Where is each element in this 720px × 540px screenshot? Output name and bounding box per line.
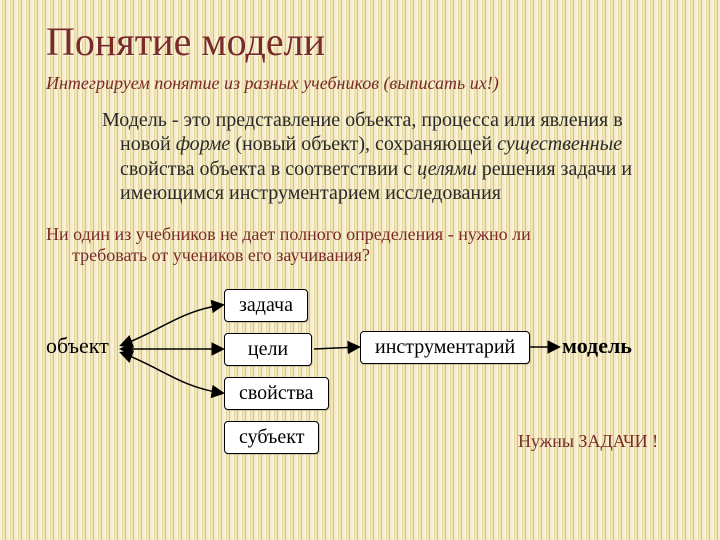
question-line1: Ни один из учебников не дает полного опр… <box>46 224 531 244</box>
footer-note: Нужны ЗАДАЧИ ! <box>518 431 658 452</box>
node-properties: свойства <box>224 377 329 410</box>
def-italic-forme: форме <box>176 133 231 155</box>
page-title: Понятие модели <box>0 0 720 73</box>
node-goals: цели <box>224 333 312 366</box>
def-italic-essential: существенные <box>497 133 622 155</box>
def-text: свойства объекта в соответствии с <box>120 158 417 180</box>
node-tools: инструментарий <box>360 331 530 364</box>
node-object: объект <box>46 333 109 359</box>
question-line2: требовать от учеников его заучивания? <box>46 245 674 267</box>
node-task: задача <box>224 289 308 322</box>
question-paragraph: Ни один из учебников не дает полного опр… <box>0 224 720 281</box>
node-model: модель <box>562 333 632 359</box>
node-subject: субъект <box>224 421 319 454</box>
def-text: (новый объект), сохраняющей <box>230 133 497 155</box>
def-italic-goals: целями <box>417 158 477 180</box>
concept-diagram: объект задача цели свойства субъект инст… <box>0 281 720 481</box>
definition-paragraph: Модель - это представление объекта, проц… <box>0 108 720 224</box>
subtitle: Интегрируем понятие из разных учебников … <box>0 73 720 108</box>
